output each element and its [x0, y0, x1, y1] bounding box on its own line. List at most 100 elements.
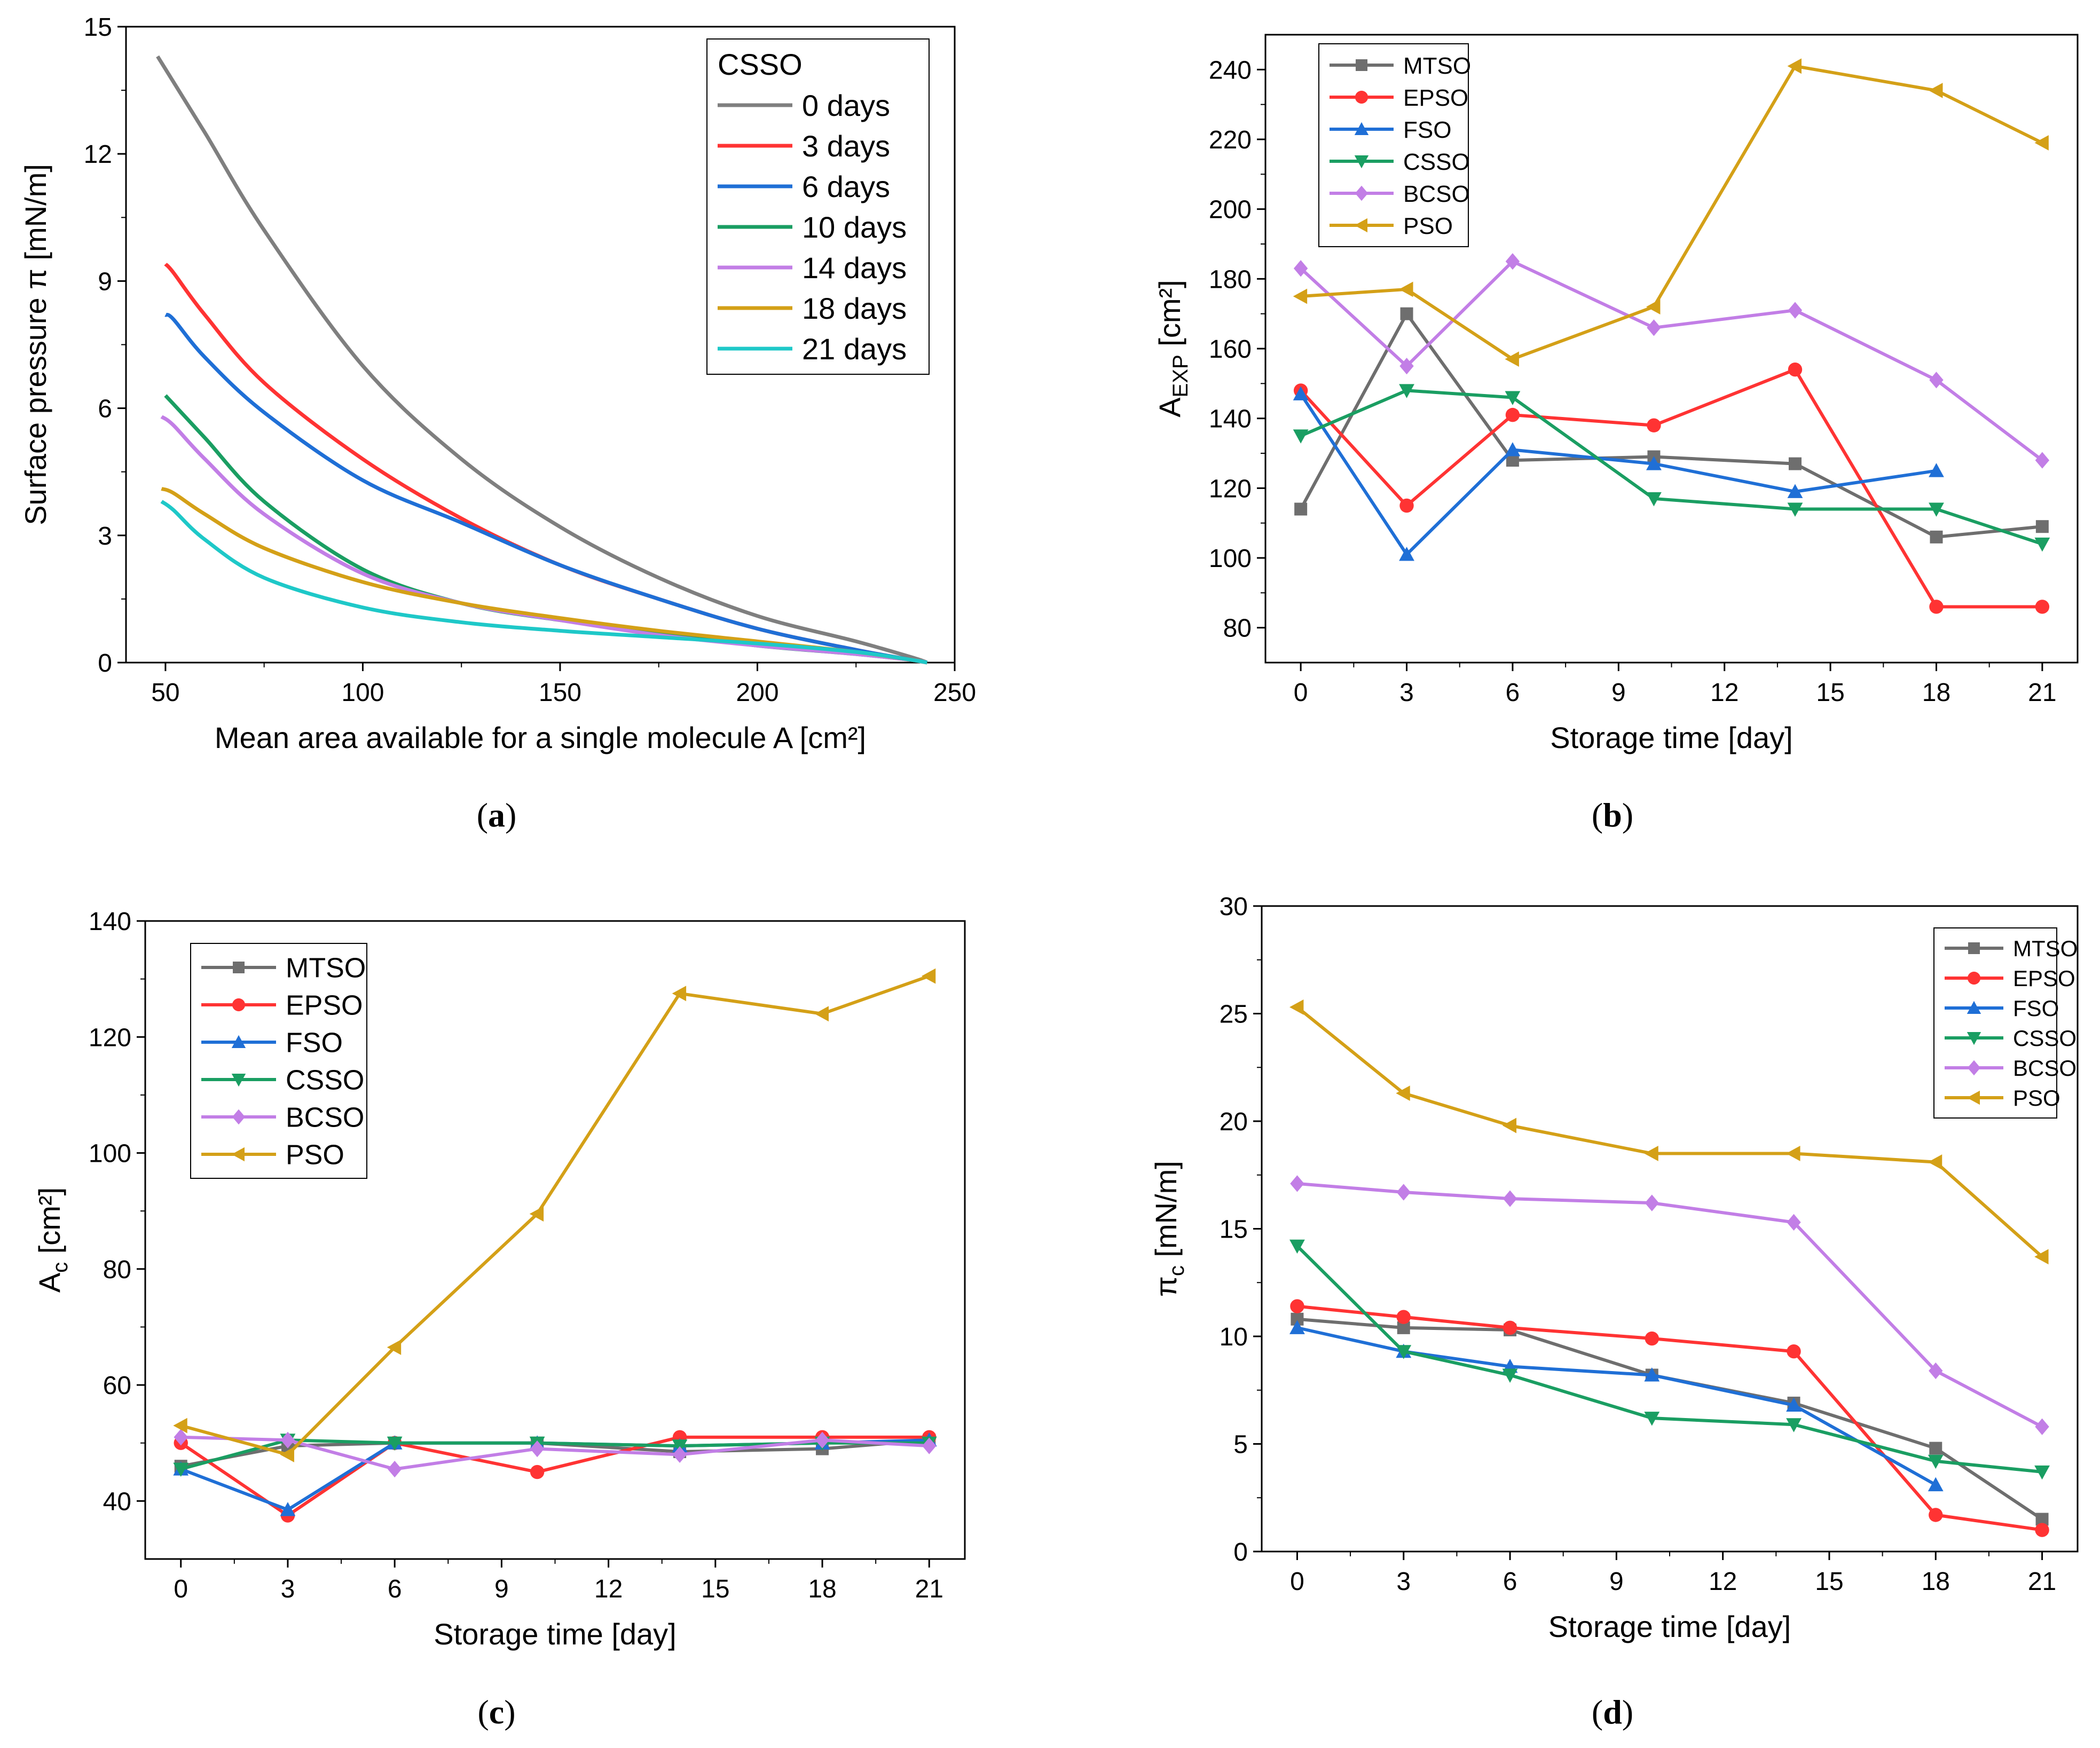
- y-tick-label: 0: [1233, 1538, 1248, 1566]
- data-point: [1399, 547, 1414, 561]
- legend-marker: [1967, 1060, 1981, 1076]
- data-point: [1929, 1508, 1943, 1522]
- x-tick-label: 21: [2028, 1568, 2056, 1596]
- y-tick-label: 200: [1209, 196, 1252, 224]
- series-line: [164, 394, 928, 665]
- data-point: [2034, 1249, 2049, 1265]
- y-tick-label: 60: [103, 1372, 131, 1400]
- y-tick-label: 100: [89, 1140, 131, 1168]
- legend-marker: [231, 1147, 245, 1162]
- data-point: [1930, 530, 1943, 544]
- legend-marker: [1967, 1032, 1981, 1045]
- legend-marker: [1354, 122, 1369, 135]
- legend-label: 10 days: [802, 210, 907, 244]
- legend: MTSO EPSO FSO CSSO BCSO PSO: [190, 943, 367, 1179]
- x-tick-label: 0: [1294, 679, 1308, 707]
- series-line: [161, 487, 927, 665]
- data-point: [1787, 58, 1802, 74]
- y-tick-label: 3: [98, 522, 112, 550]
- series-fso: [1289, 1320, 1944, 1492]
- x-tick-label: 3: [1399, 679, 1414, 707]
- legend-label: EPSO: [2013, 966, 2075, 991]
- data-point: [1293, 260, 1308, 277]
- series-line: [1299, 393, 1937, 556]
- y-tick-label: 30: [1220, 893, 1248, 921]
- legend-box: [190, 943, 367, 1179]
- series-pso: [1293, 58, 2049, 367]
- legend-marker: [232, 998, 246, 1012]
- x-axis-label: Storage time [day]: [1550, 721, 1792, 754]
- x-tick-label: 9: [494, 1575, 509, 1603]
- legend-label: BCSO: [2013, 1056, 2077, 1081]
- panel-label-b: (b): [1591, 796, 1634, 834]
- y-tick-label: 80: [103, 1256, 131, 1284]
- legend-marker: [231, 1074, 246, 1087]
- legend: MTSO EPSO FSO CSSO BCSO PSO: [1933, 927, 2078, 1119]
- series-bcso: [174, 1429, 937, 1478]
- legend-label: CSSO: [2013, 1026, 2077, 1051]
- series-csso: [1293, 384, 2050, 552]
- data-point: [1503, 1190, 1517, 1207]
- x-tick-label: 50: [151, 679, 179, 707]
- data-point: [1293, 429, 1309, 444]
- x-tick-label: 250: [933, 679, 976, 707]
- data-point: [1929, 463, 1944, 477]
- data-point: [1928, 1477, 1944, 1492]
- legend-label: FSO: [2013, 996, 2059, 1021]
- y-tick-label: 40: [103, 1487, 131, 1516]
- legend-label: 21 days: [802, 332, 907, 366]
- y-tick-label: 100: [1209, 545, 1252, 573]
- data-point: [1399, 498, 1414, 513]
- data-point: [1929, 1442, 1942, 1455]
- data-point: [1787, 1344, 1801, 1359]
- data-point: [530, 1464, 545, 1479]
- y-tick-label: 6: [98, 395, 112, 423]
- legend-marker: [1967, 1001, 1981, 1014]
- series-line: [1299, 368, 2042, 609]
- legend-marker: [1967, 1090, 1980, 1105]
- data-point: [280, 1447, 294, 1462]
- data-point: [1788, 363, 1803, 377]
- x-tick-label: 6: [1503, 1568, 1517, 1596]
- series-pso: [173, 968, 936, 1462]
- y-tick-label: 5: [1233, 1431, 1248, 1459]
- data-point: [387, 1461, 402, 1478]
- data-point: [815, 1431, 830, 1448]
- data-point: [173, 1418, 187, 1434]
- y-tick-label: 220: [1209, 126, 1252, 154]
- data-point: [1787, 502, 1803, 517]
- series-10-days: [164, 394, 928, 665]
- y-tick-label: 120: [1209, 475, 1252, 503]
- legend-marker: [1355, 90, 1368, 104]
- data-point: [921, 968, 936, 984]
- data-point: [1644, 1146, 1658, 1161]
- data-point: [2034, 135, 2049, 151]
- panel-label-d: (d): [1591, 1693, 1634, 1731]
- y-tick-label: 120: [89, 1023, 131, 1052]
- series-pso: [1289, 999, 2049, 1265]
- y-tick-label: 180: [1209, 265, 1252, 294]
- chart-a: 50 100 150 200 250 0 3 6 9 12 15 Mean area availabl…: [19, 13, 976, 754]
- legend-marker: [1354, 218, 1367, 233]
- legend-label: MTSO: [286, 953, 366, 984]
- series-line: [160, 500, 927, 665]
- data-point: [1505, 351, 1519, 367]
- series-bcso: [1290, 1175, 2049, 1435]
- legend-title: CSSO: [718, 48, 803, 81]
- data-point: [1400, 307, 1413, 320]
- chart-c: 0 3 6 9 12 15 18 21 40 60 80 100 120 140 Storage time …: [33, 908, 966, 1651]
- panel-label-a: (a): [476, 796, 517, 834]
- legend-label: 6 days: [802, 170, 890, 203]
- x-tick-label: 15: [1815, 1568, 1843, 1596]
- data-point: [2035, 1418, 2049, 1435]
- legend-box: [1933, 927, 2057, 1119]
- y-tick-label: 140: [89, 908, 131, 936]
- y-tick-label: 12: [84, 140, 112, 169]
- legend-marker: [232, 1109, 246, 1125]
- x-tick-label: 0: [1290, 1568, 1304, 1596]
- y-tick-label: 140: [1209, 405, 1252, 434]
- x-tick-label: 9: [1611, 679, 1626, 707]
- x-tick-label: 9: [1609, 1568, 1624, 1596]
- data-point: [1505, 391, 1521, 405]
- data-point: [387, 1340, 402, 1355]
